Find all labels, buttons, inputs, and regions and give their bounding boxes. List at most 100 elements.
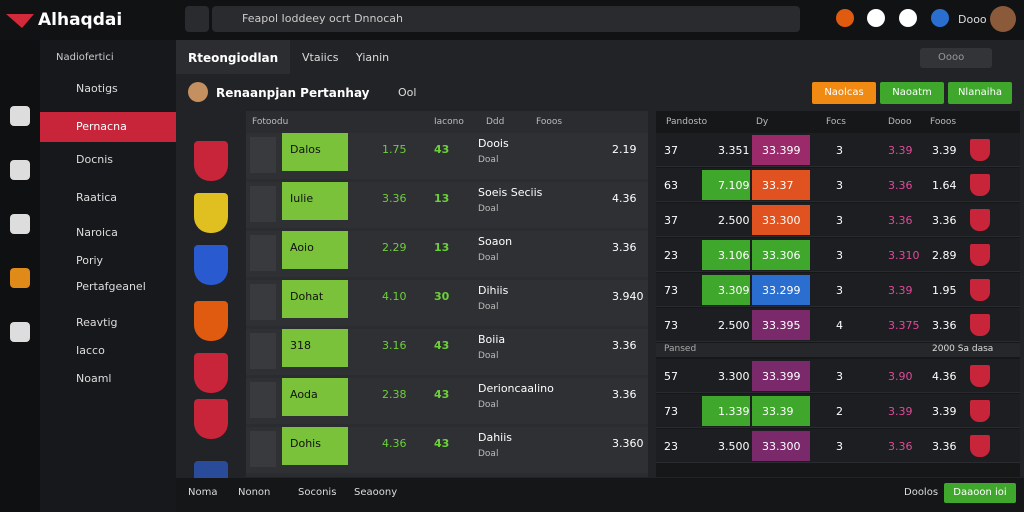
nav-icon[interactable]	[10, 160, 30, 180]
user-name: Dooo	[958, 13, 987, 26]
match-sub: Doal	[478, 351, 499, 361]
row-bg[interactable]	[656, 133, 1020, 167]
score: 43	[434, 388, 450, 401]
price: 3.36	[612, 388, 637, 401]
row-bg[interactable]	[656, 308, 1020, 342]
row-bg[interactable]	[656, 203, 1020, 237]
menu-item[interactable]: Pernacna	[40, 112, 176, 142]
odds-b: 33.300	[762, 214, 801, 227]
action-button[interactable]: Naoatm	[880, 82, 944, 104]
footer-item[interactable]: Seaoony	[354, 487, 398, 498]
footer: Daaoon ioi Doolos Noma Nonon Soconis Seaoon…	[176, 478, 1024, 512]
menu-item[interactable]: Docnis	[76, 153, 114, 166]
count: 2	[836, 405, 843, 418]
action-button[interactable]: Naolcas	[812, 82, 876, 104]
menu-item[interactable]: Raatica	[76, 191, 118, 204]
icon[interactable]	[899, 9, 917, 27]
sidebar-section: Nadiofertici	[56, 52, 114, 63]
count: 3	[836, 144, 843, 157]
odds-cell[interactable]	[752, 310, 810, 340]
team-badge	[970, 139, 990, 161]
nav-icon[interactable]	[10, 106, 30, 126]
odds-cell[interactable]	[702, 396, 750, 426]
nav-icon[interactable]	[10, 214, 30, 234]
odds-a: 7.109	[718, 179, 750, 192]
odds-e: 3.36	[932, 214, 957, 227]
avatar	[188, 82, 208, 102]
icon[interactable]	[931, 9, 949, 27]
tab[interactable]: Vtaiics	[302, 51, 339, 64]
odds-e: 3.39	[932, 144, 957, 157]
filter-box[interactable]: Oooo	[920, 48, 992, 68]
value: 4.10	[382, 290, 407, 303]
row-bg[interactable]	[656, 429, 1020, 463]
menu-item[interactable]: Iacco	[76, 344, 105, 357]
menu-item[interactable]: Poriy	[76, 254, 104, 267]
value: 3.16	[382, 339, 407, 352]
odds-cell[interactable]	[702, 170, 750, 200]
odds-cell[interactable]	[752, 205, 810, 235]
tab[interactable]: Yianin	[356, 51, 390, 64]
column-header: Ddd	[486, 117, 505, 127]
odds-cell[interactable]	[702, 275, 750, 305]
value: 2.29	[382, 241, 407, 254]
odds-cell[interactable]	[752, 170, 810, 200]
search-box[interactable]: Feapol Ioddeey ocrt Dnnocah	[212, 6, 800, 32]
odds-d: 3.310	[888, 249, 920, 262]
row-number: 73	[664, 405, 678, 418]
price: 3.36	[612, 241, 637, 254]
team-badge	[970, 279, 990, 301]
footer-button[interactable]: Daaoon ioi	[944, 483, 1016, 503]
odds-cell[interactable]	[752, 240, 810, 270]
odds-cell[interactable]	[752, 396, 810, 426]
icon[interactable]	[836, 9, 854, 27]
team-badge	[970, 209, 990, 231]
action-button[interactable]: Nlanaiha	[948, 82, 1012, 104]
odds-b: 33.306	[762, 249, 801, 262]
odds-cell[interactable]	[752, 275, 810, 305]
odds-cell[interactable]	[702, 240, 750, 270]
player-image	[250, 284, 276, 320]
odds-cell[interactable]	[752, 361, 810, 391]
back-button[interactable]	[185, 6, 209, 32]
score: 43	[434, 437, 450, 450]
odds-d: 3.36	[888, 214, 913, 227]
menu-item[interactable]: Noaml	[76, 372, 112, 385]
odds-cell[interactable]	[752, 135, 810, 165]
nav-icon[interactable]	[10, 322, 30, 342]
menu-item[interactable]: Naroica	[76, 226, 118, 239]
tab[interactable]: Rteongiodlan	[188, 51, 279, 65]
menu-item[interactable]: Naotigs	[76, 82, 118, 95]
row-number: 63	[664, 179, 678, 192]
team-name: Aoio	[290, 241, 314, 254]
odds-d: 3.36	[888, 179, 913, 192]
team-badge	[194, 353, 228, 393]
player-image	[250, 137, 276, 173]
avatar[interactable]	[990, 6, 1016, 32]
count: 3	[836, 214, 843, 227]
odds-a: 3.309	[718, 284, 750, 297]
sidebar: Nadiofertici Naotigs Pernacna Docnis Raatic…	[40, 40, 176, 512]
footer-item[interactable]: Soconis	[298, 487, 337, 498]
icon[interactable]	[867, 9, 885, 27]
menu-item[interactable]: Reavtig	[76, 316, 118, 329]
match-name: Dahiis	[478, 431, 513, 444]
row-number: 23	[664, 440, 678, 453]
row-bg[interactable]	[656, 359, 1020, 393]
match-sub: Doal	[478, 155, 499, 165]
count: 3	[836, 440, 843, 453]
odds-cell[interactable]	[752, 431, 810, 461]
row-number: 73	[664, 319, 678, 332]
team-name: 318	[290, 339, 311, 352]
footer-item[interactable]: Nonon	[238, 487, 271, 498]
player-image	[250, 235, 276, 271]
price: 3.36	[612, 339, 637, 352]
team-name: Dohat	[290, 290, 324, 303]
menu-item[interactable]: Pertafgeanel	[76, 280, 146, 293]
player-image	[250, 431, 276, 467]
subheader-title: Renaanpjan Pertanhay	[216, 86, 370, 100]
odds-e: 3.36	[932, 440, 957, 453]
footer-item[interactable]: Noma	[188, 487, 218, 498]
nav-icon[interactable]	[10, 268, 30, 288]
